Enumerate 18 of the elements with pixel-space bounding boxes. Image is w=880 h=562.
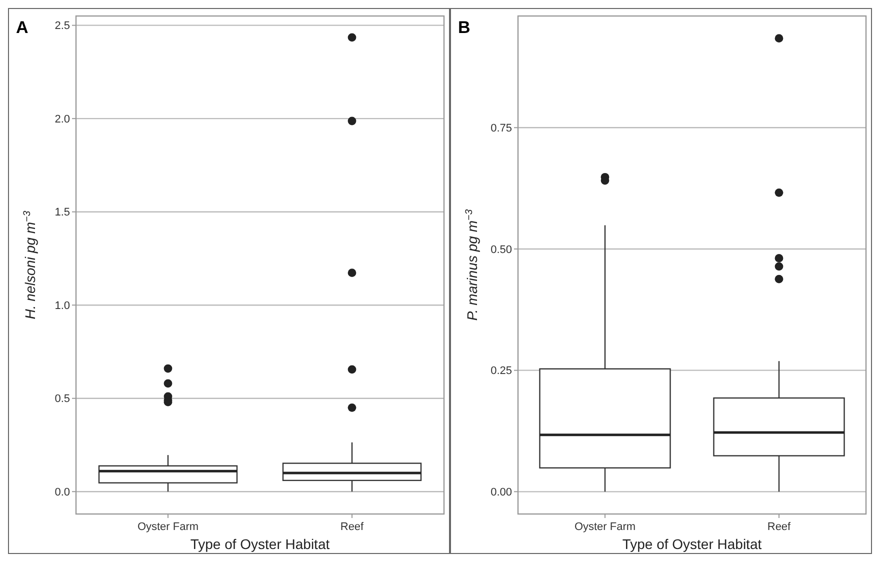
chart-title: B [458, 18, 470, 37]
y-tick-label: 0.75 [490, 122, 512, 134]
x-tick-label: Reef [767, 521, 792, 533]
x-axis-title: Type of Oyster Habitat [190, 536, 330, 552]
chart-title: A [16, 18, 28, 37]
y-tick-label: 2.0 [54, 113, 70, 126]
y-tick-label: 2.5 [54, 20, 70, 32]
y-tick-label: 0.0 [54, 486, 70, 498]
y-tick-label: 0.25 [490, 365, 512, 378]
y-tick-label: 0.50 [490, 244, 512, 256]
x-tick-label: Reef [340, 521, 365, 533]
y-tick-label: 0.00 [490, 486, 512, 499]
x-tick-label: Oyster Farm [137, 521, 199, 533]
x-axis-title: Type of Oyster Habitat [622, 536, 762, 552]
y-tick-label: 0.5 [54, 393, 70, 406]
x-tick-label: Oyster Farm [574, 521, 636, 533]
y-tick-label: 1.5 [54, 206, 70, 219]
y-tick-label: 1.0 [54, 300, 70, 312]
